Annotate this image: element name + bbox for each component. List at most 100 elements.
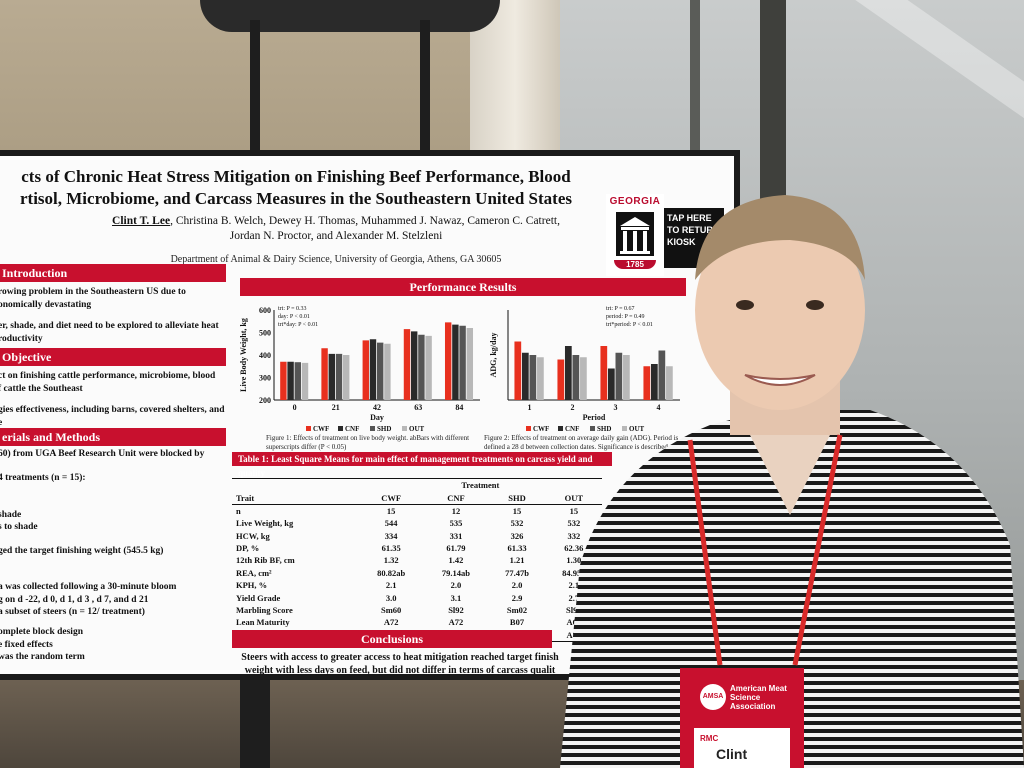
table-cell: 80.82ab: [377, 567, 406, 578]
table-row: 12th Rib BF, cm 1.32 1.42 1.21 1.30: [232, 554, 602, 566]
bar: [384, 343, 391, 400]
legend-label: SHD: [377, 425, 391, 433]
table-cell: KPH, %: [236, 580, 268, 591]
bar: [572, 355, 580, 400]
bar: [328, 353, 335, 400]
bar: [666, 366, 673, 400]
poster-stand-leg: [240, 680, 270, 768]
table-cell: 544: [384, 518, 398, 529]
badge-event: RMC: [700, 734, 719, 743]
bar: [580, 357, 587, 400]
adg-chart: ADG, kg/day 1 2 3 4 Period trt: P = 0.67 period…: [489, 306, 680, 433]
table-cell: 331: [449, 530, 463, 541]
legend-swatch: [590, 426, 595, 431]
table-cell: DP, %: [236, 543, 260, 554]
stat-annotation: trt: P = 0.33: [278, 306, 307, 312]
table-row: DP, % 61.35 61.79 61.33 62.36: [232, 542, 602, 554]
poster-title-line: cts of Chronic Heat Stress Mitigation on…: [21, 167, 571, 186]
bar: [557, 359, 565, 400]
table-cell: 61.35: [381, 543, 401, 554]
bar: [607, 368, 615, 400]
legend-label: CNF: [565, 425, 579, 433]
table-cell: HCW, kg: [236, 530, 270, 541]
x-tick-label: 84: [455, 403, 463, 412]
y-tick-label: 200: [259, 396, 271, 405]
x-tick-label: 2: [571, 403, 575, 412]
co-authors: , Christina B. Welch, Dewey H. Thomas, M…: [170, 215, 560, 227]
intro-text: rowing problem in the Southeastern US du…: [0, 287, 219, 344]
bar: [615, 352, 623, 400]
bar: [287, 361, 294, 400]
table-cell: 2.9: [511, 592, 523, 603]
y-tick-label: 300: [259, 374, 271, 383]
bar: [600, 346, 608, 400]
table-header: CNF: [423, 491, 489, 505]
table-cell: A72: [383, 617, 399, 628]
legend-swatch: [558, 426, 563, 431]
bar: [343, 355, 350, 400]
bar: [301, 362, 309, 400]
table-row: Lean Maturity A72 A72 B07 A65: [232, 616, 602, 628]
table-cell: Sm02: [506, 604, 528, 615]
legend-swatch: [622, 426, 627, 431]
stat-annotation: day: P < 0.01: [278, 314, 310, 320]
stat-annotation: trt: P = 0.67: [606, 306, 635, 312]
legend-label: CWF: [533, 425, 549, 433]
table-cell: 12: [451, 505, 461, 516]
stat-annotation: period: P = 0.49: [606, 314, 645, 320]
presenter-person: [560, 195, 1024, 768]
poster-title-line: rtisol, Microbiome, and Carcass Measures…: [19, 189, 572, 208]
section-introduction: Introduction: [0, 264, 226, 282]
poster-stand-pole: [420, 20, 430, 160]
bar: [643, 366, 651, 400]
legend-label: OUT: [409, 425, 425, 433]
table-cell: 2.1: [568, 580, 580, 591]
table-row: n 15 12 15 15: [232, 504, 602, 517]
figure1-caption: Figure 1: Effects of treatment on live b…: [266, 434, 470, 451]
department: Department of Animal & Dairy Science, Un…: [170, 254, 502, 265]
table-cell: 77.47b: [505, 567, 529, 578]
legend-swatch: [402, 426, 407, 431]
table-cell: 62.36: [564, 543, 584, 554]
bar: [452, 324, 459, 400]
legend-swatch: [338, 426, 343, 431]
bar: [377, 342, 384, 400]
x-axis-label: Period: [583, 413, 606, 422]
bar: [521, 352, 529, 400]
x-tick-label: 3: [614, 403, 618, 412]
table-cell: 3.0: [385, 592, 397, 603]
methods-text: 60) from UGA Beef Research Unit were blo…: [0, 449, 205, 662]
bar: [369, 339, 377, 400]
section-methods: erials and Methods: [0, 428, 226, 446]
legend-label: CNF: [345, 425, 359, 433]
table-cell: A65: [566, 617, 582, 628]
x-tick-label: 0: [293, 403, 297, 412]
table-header: CWF: [358, 491, 424, 505]
bar: [466, 328, 474, 400]
x-tick-label: 21: [332, 403, 340, 412]
table-cell: 84.95a: [562, 567, 586, 578]
section-conclusions: Conclusions: [232, 630, 552, 648]
table-cell: 2.0: [450, 580, 462, 591]
bar: [425, 335, 432, 400]
table-cell: 12th Rib BF, cm: [236, 555, 295, 566]
table-header: OUT: [545, 491, 602, 505]
y-axis-label: ADG, kg/day: [489, 333, 498, 378]
table-treatment-header: Treatment: [358, 478, 602, 492]
arch-icon: [616, 212, 654, 256]
bar: [459, 325, 466, 400]
legend-label: OUT: [629, 425, 645, 433]
table-cell: Live Weight, kg: [236, 518, 294, 529]
table-cell: Sm60: [380, 604, 402, 615]
x-axis-label: Day: [370, 413, 384, 422]
y-tick-label: 600: [259, 306, 271, 315]
bar: [410, 331, 418, 400]
table-cell: 1.42: [448, 555, 464, 566]
table-cell: 334: [384, 530, 398, 541]
y-tick-label: 400: [259, 351, 271, 360]
section-objective: Objective: [0, 348, 226, 366]
bar: [335, 353, 343, 400]
table-cell: 1.21: [509, 555, 525, 566]
legend-label: SHD: [597, 425, 611, 433]
table-cell: Lean Maturity: [236, 617, 290, 628]
